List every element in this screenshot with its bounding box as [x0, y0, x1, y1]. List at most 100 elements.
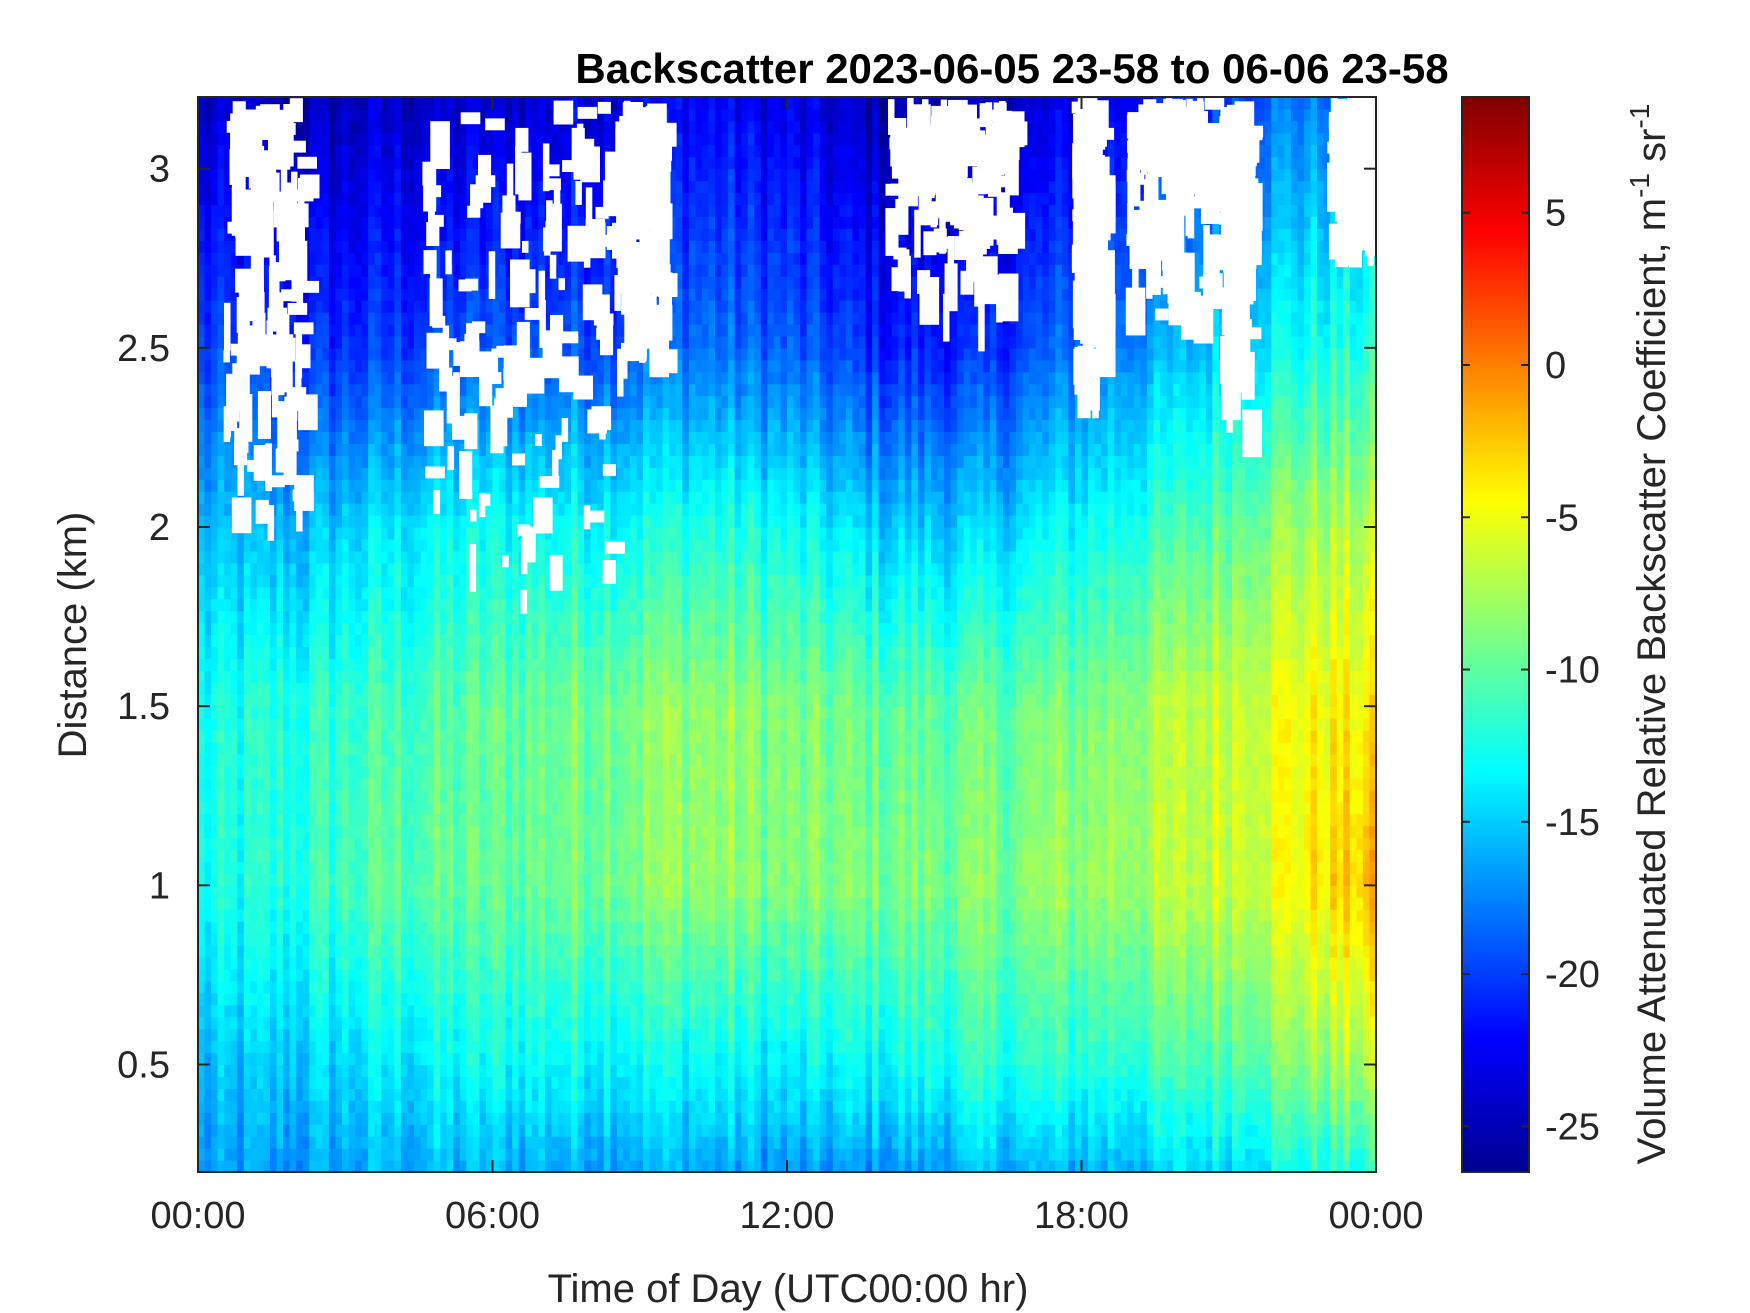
heatmap-cell: [531, 933, 539, 946]
heatmap-cell: [322, 288, 330, 301]
heatmap-cell: [296, 753, 304, 767]
heatmap-cell: [492, 730, 500, 743]
heatmap-cell: [283, 586, 291, 600]
heatmap-cell: [413, 957, 422, 970]
heatmap-cell: [381, 945, 389, 958]
heatmap-cell: [453, 646, 461, 659]
heatmap-cell: [453, 670, 461, 683]
heatmap-cell: [224, 957, 232, 970]
heatmap-cell: [217, 897, 225, 910]
heatmap-cell: [243, 1028, 251, 1042]
heatmap-cell: [459, 598, 467, 612]
heatmap-cell: [237, 968, 245, 982]
heatmap-cell: [427, 742, 435, 755]
heatmap-cell: [224, 801, 232, 815]
heatmap-cell: [355, 204, 363, 218]
heatmap-cell: [505, 658, 513, 671]
heatmap-cell: [459, 1148, 467, 1161]
heatmap-cell: [341, 491, 350, 504]
heatmap-cell: [361, 276, 369, 289]
heatmap-cell: [211, 1100, 219, 1113]
heatmap-cell: [525, 562, 533, 576]
heatmap-cell: [224, 622, 232, 636]
heatmap-cell: [315, 837, 323, 851]
heatmap-cell: [381, 837, 389, 851]
heatmap-cell: [499, 897, 507, 910]
heatmap-cell: [263, 1016, 271, 1030]
heatmap-cell: [505, 957, 513, 970]
heatmap-cell: [230, 479, 238, 492]
heatmap-cell: [341, 968, 350, 982]
heatmap-cell: [283, 1100, 291, 1113]
heatmap-cell: [341, 156, 350, 170]
heatmap-cell: [204, 538, 212, 552]
heatmap-cell: [335, 634, 343, 648]
heatmap-cell: [224, 765, 232, 779]
heatmap-cell: [322, 730, 330, 743]
heatmap-cell: [243, 992, 251, 1006]
heatmap-cell: [505, 1148, 513, 1161]
heatmap-cell: [256, 945, 265, 958]
heatmap-cell: [217, 992, 225, 1006]
heatmap-cell: [289, 598, 297, 612]
heatmap-cell: [472, 957, 481, 970]
heatmap-field: [198, 97, 1390, 1173]
heatmap-cell: [263, 753, 271, 767]
heatmap-cell: [335, 550, 343, 564]
heatmap-cell: [315, 562, 323, 576]
heatmap-cell: [538, 455, 546, 468]
heatmap-cell: [315, 682, 323, 695]
heatmap-cell: [263, 873, 271, 886]
heatmap-cell: [296, 622, 304, 636]
heatmap-cell: [198, 718, 206, 731]
heatmap-cell: [433, 1124, 441, 1137]
heatmap-cell: [348, 168, 356, 182]
heatmap-cell: [485, 1052, 494, 1066]
heatmap-cell: [243, 1160, 251, 1173]
heatmap-cell: [413, 909, 422, 922]
heatmap-cell: [420, 371, 428, 385]
heatmap-cell: [485, 765, 494, 779]
heatmap-cell: [394, 598, 402, 612]
heatmap-cell: [446, 586, 454, 600]
heatmap-cell: [472, 383, 481, 397]
heatmap-cell: [361, 395, 369, 409]
heatmap-cell: [224, 634, 232, 648]
heatmap-cell: [420, 992, 428, 1006]
heatmap-cell: [237, 562, 245, 576]
heatmap-cell: [198, 1160, 206, 1173]
heatmap-cell: [250, 574, 258, 588]
heatmap-cell: [505, 312, 513, 325]
heatmap-cell: [374, 682, 382, 695]
heatmap-cell: [269, 1040, 278, 1054]
heatmap-cell: [224, 945, 232, 958]
heatmap-cell: [302, 909, 310, 922]
heatmap-cell: [538, 813, 546, 827]
heatmap-cell: [283, 1088, 291, 1101]
heatmap-cell: [263, 992, 271, 1006]
heatmap-cell: [420, 718, 428, 731]
heatmap-cell: [433, 1016, 441, 1030]
heatmap-cell: [361, 1124, 369, 1137]
heatmap-cell: [348, 861, 356, 874]
heatmap-cell: [440, 873, 448, 886]
heatmap-cell: [400, 371, 409, 385]
heatmap-cell: [237, 1112, 245, 1125]
heatmap-cell: [368, 706, 376, 719]
heatmap-cell: [315, 264, 323, 277]
heatmap-cell: [459, 1040, 467, 1054]
heatmap-cell: [211, 359, 219, 373]
heatmap-cell: [420, 885, 428, 898]
heatmap-cell: [302, 431, 310, 444]
heatmap-cell: [394, 371, 402, 385]
heatmap-cell: [315, 789, 323, 803]
heatmap-cell: [348, 144, 356, 158]
heatmap-cell: [250, 1100, 258, 1113]
heatmap-cell: [485, 813, 494, 827]
heatmap-cell: [433, 1136, 441, 1149]
heatmap-cell: [492, 467, 500, 480]
heatmap-cell: [557, 813, 566, 827]
heatmap-cell: [224, 276, 232, 289]
heatmap-cell: [544, 945, 552, 958]
heatmap-cell: [315, 204, 323, 218]
